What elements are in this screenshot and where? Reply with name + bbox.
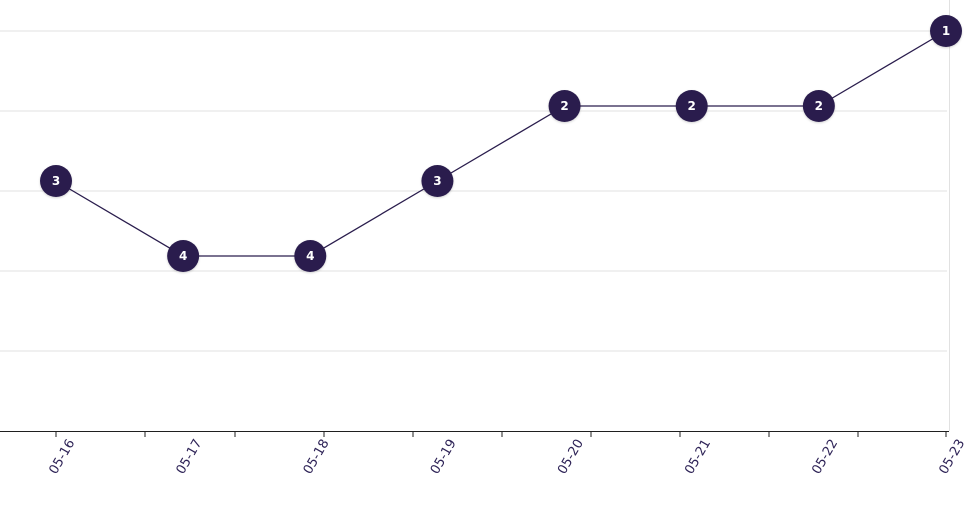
- grid-layer: [0, 0, 950, 431]
- axis-layer: [0, 431, 949, 437]
- x-tick-label: 05-23: [936, 437, 968, 477]
- data-point-group: 3: [421, 165, 454, 197]
- x-tick-label: 05-20: [555, 437, 587, 477]
- data-point: [675, 90, 708, 122]
- data-label: 3: [433, 174, 441, 188]
- x-tick-label: 05-19: [428, 437, 460, 477]
- x-tick-label: 05-16: [46, 437, 78, 477]
- data-point: [294, 240, 327, 272]
- data-point-group: 4: [294, 240, 327, 272]
- data-point-group: 4: [167, 240, 200, 272]
- data-point: [802, 90, 835, 122]
- data-label: 4: [179, 249, 187, 263]
- x-tick-label: 05-21: [682, 437, 714, 477]
- data-label: 4: [306, 249, 314, 263]
- data-label: 2: [688, 99, 696, 113]
- x-tick-label: 05-17: [174, 437, 206, 477]
- data-point-group: 2: [675, 90, 708, 122]
- x-tick-label: 05-18: [301, 437, 333, 477]
- data-point: [930, 15, 962, 47]
- x-tick-label: 05-22: [809, 437, 841, 477]
- data-point: [40, 165, 72, 197]
- data-label: 2: [815, 99, 823, 113]
- data-point-group: 2: [802, 90, 835, 122]
- data-point-group: 1: [930, 15, 962, 47]
- data-point: [167, 240, 200, 272]
- data-point: [421, 165, 454, 197]
- point-layer: 3 4 4 3 2 2 2 1: [40, 15, 962, 272]
- line-layer: [55, 30, 947, 257]
- data-point: [548, 90, 581, 122]
- data-point-group: 3: [40, 165, 72, 197]
- data-label: 1: [942, 24, 950, 38]
- series-line: [55, 30, 947, 257]
- data-label: 2: [560, 99, 568, 113]
- tick-layer: 05-16 05-17 05-18 05-19 05-20 05-21 05-22 05-23: [46, 437, 968, 477]
- data-point-group: 2: [548, 90, 581, 122]
- data-label: 3: [52, 174, 60, 188]
